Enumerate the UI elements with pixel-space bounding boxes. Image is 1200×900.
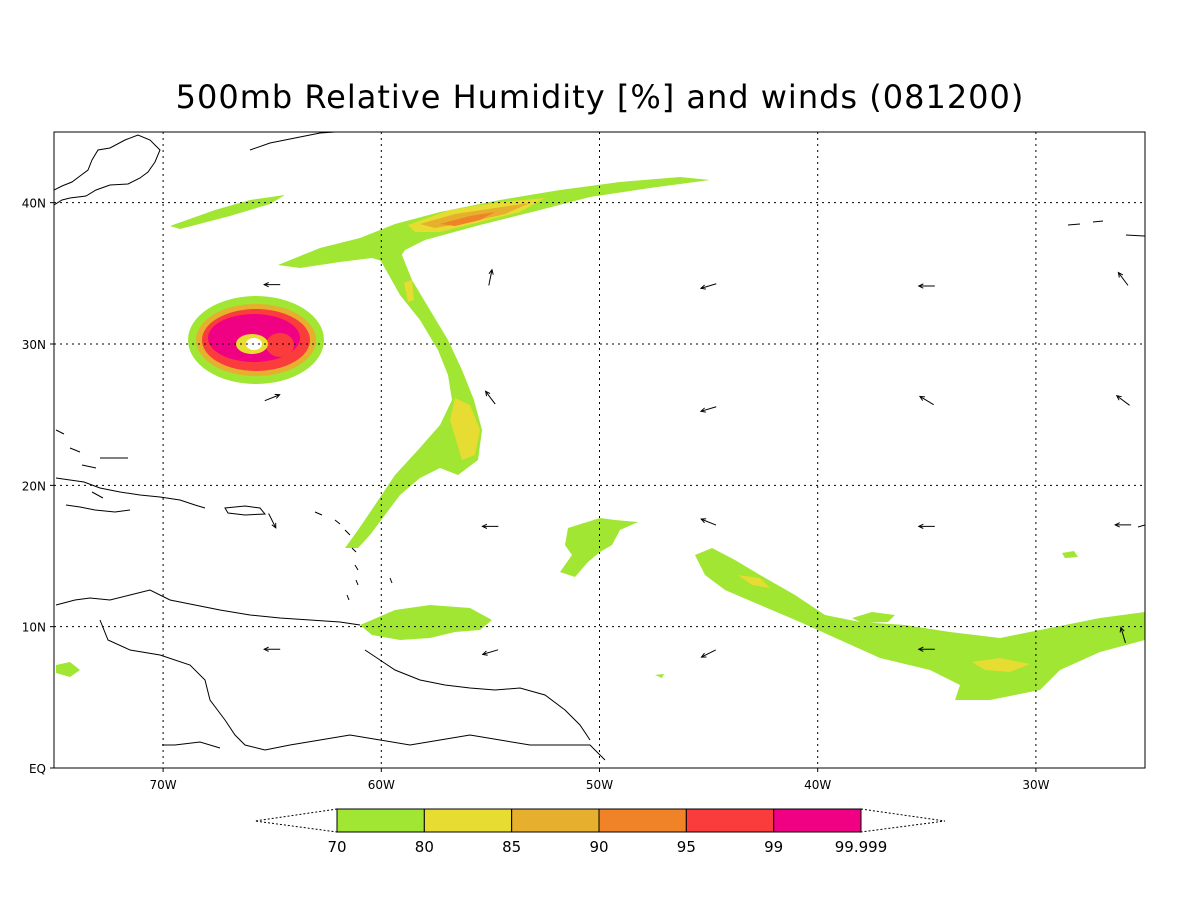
colorbar-swatch	[773, 808, 862, 833]
lon-tick-label: 40W	[804, 778, 831, 792]
colorbar-right-arrow	[860, 808, 946, 833]
wind-arrow	[699, 406, 717, 413]
wind-arrow	[917, 283, 935, 289]
humidity-region	[738, 575, 770, 588]
colorbar-swatch	[336, 808, 425, 833]
coastlines	[54, 132, 1145, 761]
wind-arrow	[484, 390, 496, 405]
coastline	[364, 649, 591, 741]
coastline	[55, 429, 128, 499]
wind-arrow	[264, 393, 281, 402]
humidity-region	[852, 612, 895, 623]
coastline	[1067, 220, 1145, 237]
coastline	[249, 132, 336, 151]
coastline	[162, 741, 221, 749]
coastline	[54, 134, 161, 206]
wind-arrow	[1115, 395, 1130, 406]
colorbar-label: 70	[327, 838, 346, 856]
coastline	[224, 505, 267, 516]
wind-arrow	[917, 646, 935, 652]
colorbar-swatch	[598, 808, 687, 833]
humidity-region	[655, 674, 664, 678]
lon-tick-label: 60W	[368, 778, 395, 792]
wind-arrow	[1114, 522, 1132, 528]
graticule	[54, 132, 1145, 768]
humidity-region	[56, 662, 80, 677]
coastline	[314, 511, 393, 601]
colorbar-label: 95	[677, 838, 696, 856]
humidity-region	[440, 212, 495, 226]
humidity-region	[345, 245, 482, 548]
lat-tick-label: 10N	[22, 621, 46, 635]
wind-arrow	[268, 513, 277, 529]
humidity-region	[360, 605, 492, 640]
lon-tick-label: 70W	[150, 778, 177, 792]
wind-arrow	[700, 518, 717, 526]
humidity-region	[266, 333, 294, 357]
wind-vectors	[263, 268, 1132, 658]
humidity-field	[56, 177, 1145, 700]
wind-arrow	[488, 268, 494, 286]
wind-arrow	[1117, 271, 1129, 286]
lat-tick-label: 40N	[22, 197, 46, 211]
colorbar-label: 99.999	[835, 838, 888, 856]
colorbar-swatch	[685, 808, 775, 833]
wind-arrow	[481, 523, 499, 529]
colorbar-swatch	[423, 808, 513, 833]
wind-arrow	[1119, 626, 1126, 643]
wind-arrow	[699, 283, 717, 290]
humidity-region	[404, 280, 414, 302]
coastline	[1137, 524, 1145, 528]
wind-arrow	[263, 282, 281, 288]
colorbar-label: 90	[589, 838, 608, 856]
chart-title: 500mb Relative Humidity [%] and winds (0…	[175, 78, 1025, 116]
lon-tick-label: 50W	[586, 778, 613, 792]
lat-tick-label: EQ	[29, 762, 46, 776]
humidity-region	[278, 177, 710, 268]
wind-arrow	[917, 523, 935, 529]
wind-arrow	[263, 646, 281, 652]
coastline	[65, 504, 131, 513]
coastline	[55, 589, 361, 626]
humidity-region	[450, 398, 480, 460]
colorbar-label: 85	[502, 838, 521, 856]
lon-tick-label: 30W	[1022, 778, 1049, 792]
humidity-high	[196, 198, 1030, 672]
wind-arrow	[918, 395, 934, 406]
colorbar-label: 80	[415, 838, 434, 856]
humidity-region	[170, 195, 285, 229]
latitude-labels: EQ 10N 20N 30N 40N	[22, 197, 54, 776]
lat-tick-label: 20N	[22, 479, 46, 493]
colorbar: 70 80 85 90 95 99 99.999	[254, 808, 946, 856]
wind-arrow	[481, 649, 499, 656]
wind-arrow	[700, 649, 716, 658]
humidity-region	[695, 548, 1145, 700]
colorbar-swatch	[511, 808, 600, 833]
humidity-region	[972, 658, 1030, 672]
coastline	[99, 619, 606, 761]
longitude-labels: 70W 60W 50W 40W 30W	[150, 768, 1050, 792]
coastline	[55, 477, 206, 509]
colorbar-label: 99	[764, 838, 783, 856]
lat-tick-label: 30N	[22, 338, 46, 352]
humidity-region	[1062, 551, 1078, 558]
colorbar-left-arrow	[254, 808, 338, 833]
